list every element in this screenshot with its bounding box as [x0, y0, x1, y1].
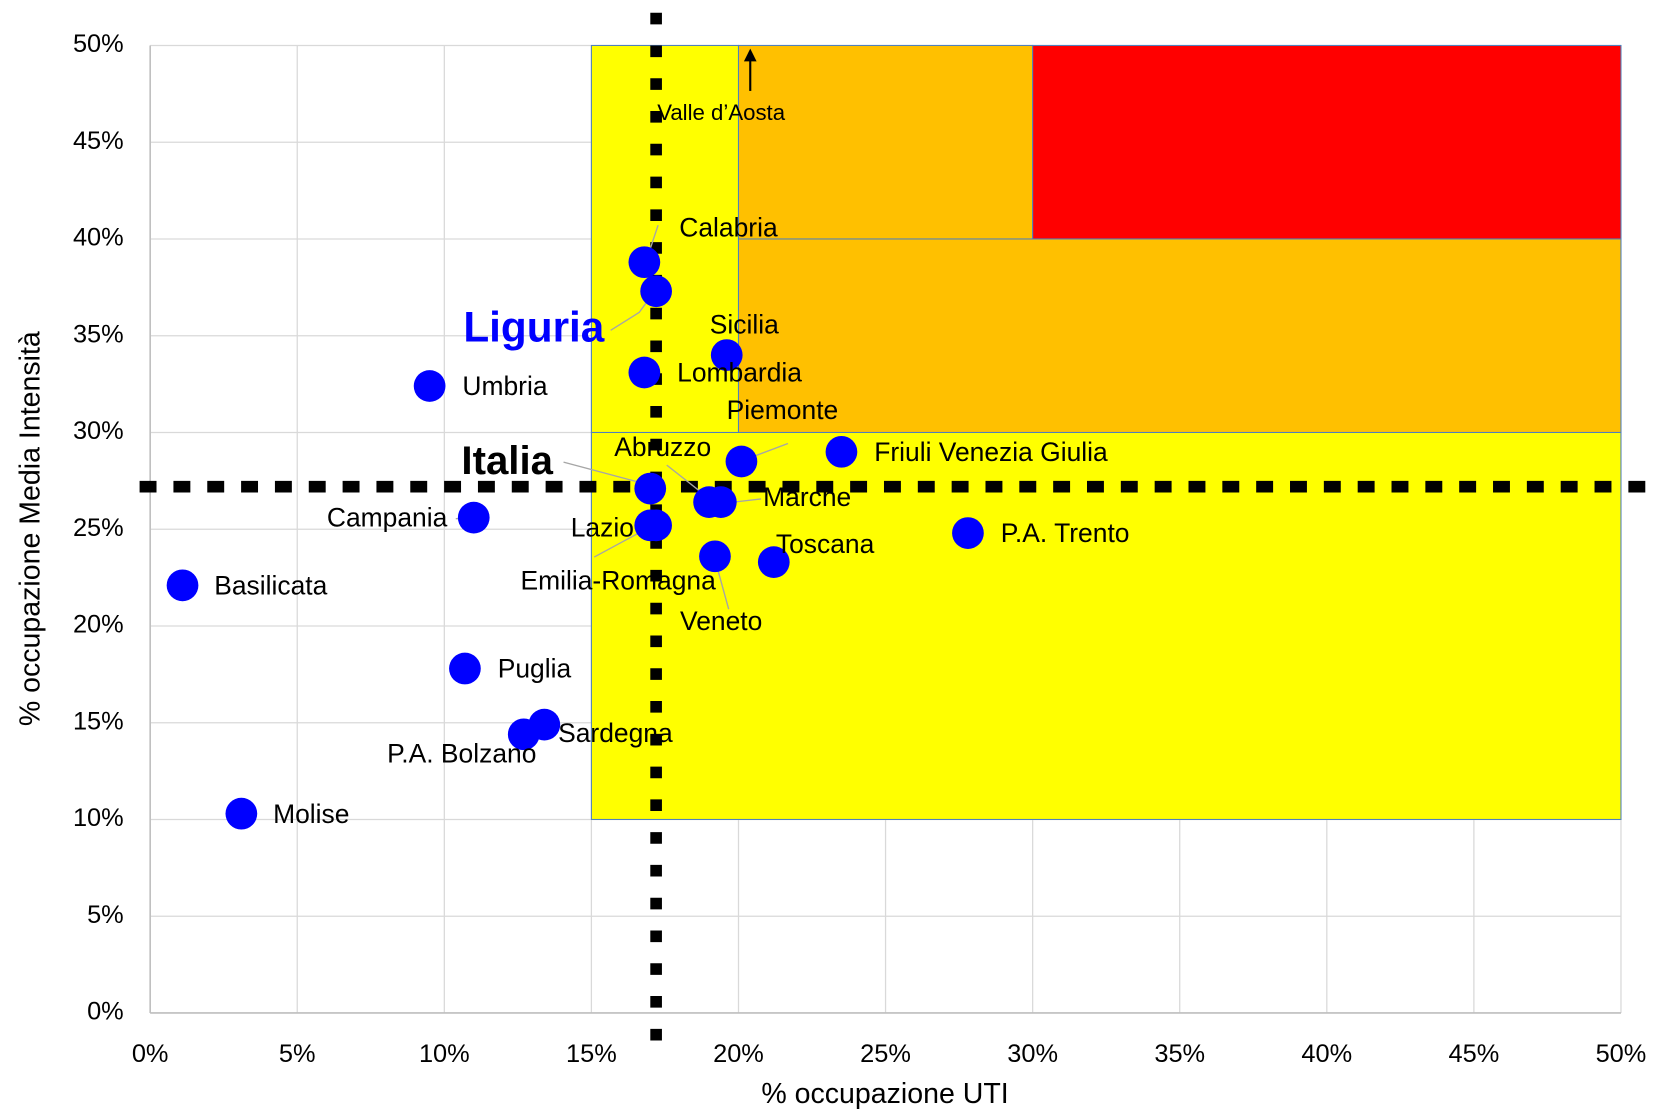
y-tick-label: 40% [73, 224, 124, 252]
point-label: Basilicata [214, 570, 327, 600]
point-label: Sardegna [558, 718, 673, 748]
x-tick-label: 5% [279, 1040, 316, 1068]
data-point [634, 472, 667, 505]
point-label: Lombardia [677, 358, 802, 388]
x-tick-label: 40% [1301, 1040, 1352, 1068]
point-label: Emilia-Romagna [520, 565, 716, 595]
data-point [699, 540, 731, 573]
risk-region [590, 431, 1622, 820]
point-label: Abruzzo [614, 432, 711, 462]
point-label: Toscana [776, 529, 875, 559]
x-axis-title: % occupazione UTI [761, 1078, 1008, 1110]
x-tick-label: 10% [419, 1040, 470, 1068]
point-label: Piemonte [727, 395, 839, 425]
data-point [757, 546, 790, 578]
data-point [449, 652, 481, 685]
data-point [634, 509, 667, 542]
annotation-label: Valle d’Aosta [657, 100, 786, 125]
y-tick-label: 35% [73, 320, 124, 348]
point-label: Italia [461, 438, 553, 483]
data-point [704, 486, 737, 518]
y-tick-label: 30% [73, 417, 124, 445]
y-tick-label: 10% [73, 804, 124, 832]
x-tick-label: 35% [1154, 1040, 1205, 1068]
point-label: Campania [327, 503, 448, 533]
point-label: Marche [763, 482, 851, 512]
y-tick-label: 0% [87, 998, 124, 1026]
point-label: Sicilia [710, 310, 779, 340]
x-tick-label: 20% [713, 1040, 764, 1068]
risk-region [1032, 44, 1622, 240]
data-point [413, 370, 446, 402]
x-tick-label: 30% [1007, 1040, 1058, 1068]
data-point [628, 356, 661, 389]
data-point [457, 501, 490, 534]
data-point [628, 246, 661, 279]
risk-region [590, 44, 740, 433]
point-label: Calabria [679, 212, 778, 242]
data-point [825, 435, 858, 468]
data-point [710, 339, 743, 371]
leader-line [733, 498, 762, 503]
point-label: Molise [273, 799, 349, 829]
data-point [225, 797, 258, 830]
point-label: Liguria [463, 304, 604, 351]
annotation-arrowhead [743, 48, 757, 62]
y-tick-label: 25% [73, 514, 124, 542]
leader-line [563, 461, 644, 484]
point-label: Veneto [680, 606, 762, 636]
x-tick-label: 15% [566, 1040, 617, 1068]
x-tick-label: 50% [1596, 1040, 1647, 1068]
risk-region [737, 44, 1034, 240]
data-point [640, 275, 672, 308]
risk-region [737, 238, 1622, 433]
x-tick-label: 0% [132, 1040, 169, 1068]
point-label: P.A. Bolzano [387, 738, 536, 768]
y-tick-label: 20% [73, 611, 124, 639]
x-tick-label: 25% [860, 1040, 911, 1068]
point-label: Lazio [571, 513, 634, 543]
y-axis-title: % occupazione Media Intensità [14, 331, 46, 726]
y-tick-label: 50% [73, 30, 124, 58]
data-point [166, 569, 199, 602]
point-label: P.A. Trento [1001, 518, 1130, 548]
y-tick-label: 5% [87, 901, 124, 929]
point-label: Umbria [462, 371, 547, 401]
y-tick-label: 15% [73, 707, 124, 735]
y-tick-label: 45% [73, 127, 124, 155]
data-point [952, 517, 984, 549]
data-point [507, 718, 540, 751]
point-label: Friuli Venezia Giulia [874, 437, 1108, 467]
x-tick-label: 45% [1449, 1040, 1500, 1068]
point-label: Puglia [498, 654, 572, 684]
data-point [725, 445, 758, 478]
